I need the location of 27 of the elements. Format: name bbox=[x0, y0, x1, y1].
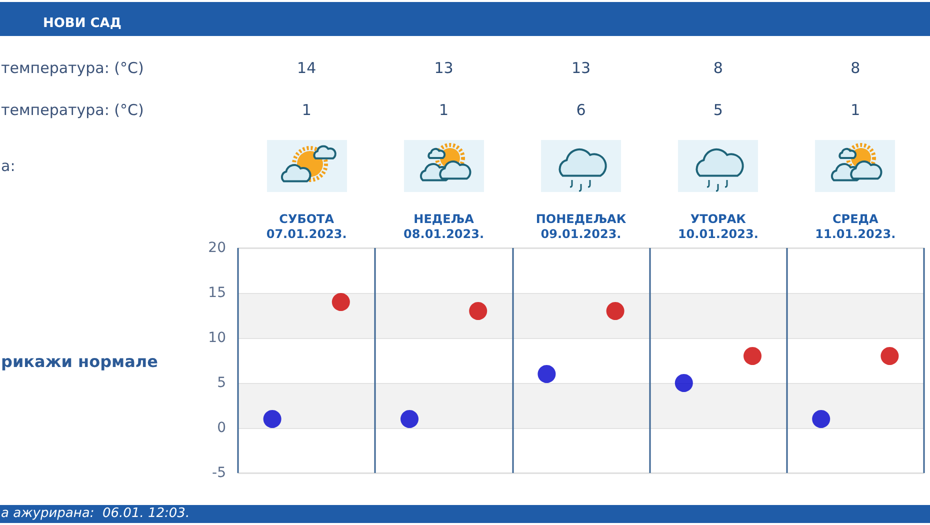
data-label: 14 bbox=[297, 58, 316, 77]
data-label: 13 bbox=[571, 58, 591, 77]
y-tick-label: 10 bbox=[208, 330, 226, 346]
x-tick-label: СРЕДА 11.01.2023. bbox=[815, 212, 896, 242]
text: рикажи нормале bbox=[1, 352, 158, 372]
y-tick-label: 5 bbox=[217, 375, 226, 391]
y-tick-label: 15 bbox=[208, 285, 226, 301]
y-tick-label: -5 bbox=[212, 465, 226, 481]
data-label: 1 bbox=[439, 100, 449, 119]
text: НОВИ САД bbox=[43, 16, 122, 31]
x-tick-label: УТОРАК 10.01.2023. bbox=[678, 212, 758, 242]
y-tick-label: 0 bbox=[217, 420, 226, 436]
data-label: 8 bbox=[850, 58, 860, 77]
data-label: 5 bbox=[713, 100, 723, 119]
x-tick-label: НЕДЕЉА 08.01.2023. bbox=[404, 212, 484, 242]
text: а ажурирана: 06.01. 12:03. bbox=[1, 506, 190, 522]
y-tick-label: 20 bbox=[208, 240, 226, 256]
data-label: 13 bbox=[434, 58, 454, 77]
text: температура: (°C) bbox=[1, 100, 144, 119]
data-label: 8 bbox=[713, 58, 723, 77]
text: температура: (°C) bbox=[1, 58, 144, 77]
text: а: bbox=[1, 156, 16, 175]
x-tick-label: ПОНЕДЕЉАК 09.01.2023. bbox=[536, 212, 626, 242]
data-label: 1 bbox=[302, 100, 312, 119]
data-label: 1 bbox=[850, 100, 860, 119]
data-label: 6 bbox=[576, 100, 586, 119]
x-tick-label: СУБОТА 07.01.2023. bbox=[266, 212, 347, 242]
